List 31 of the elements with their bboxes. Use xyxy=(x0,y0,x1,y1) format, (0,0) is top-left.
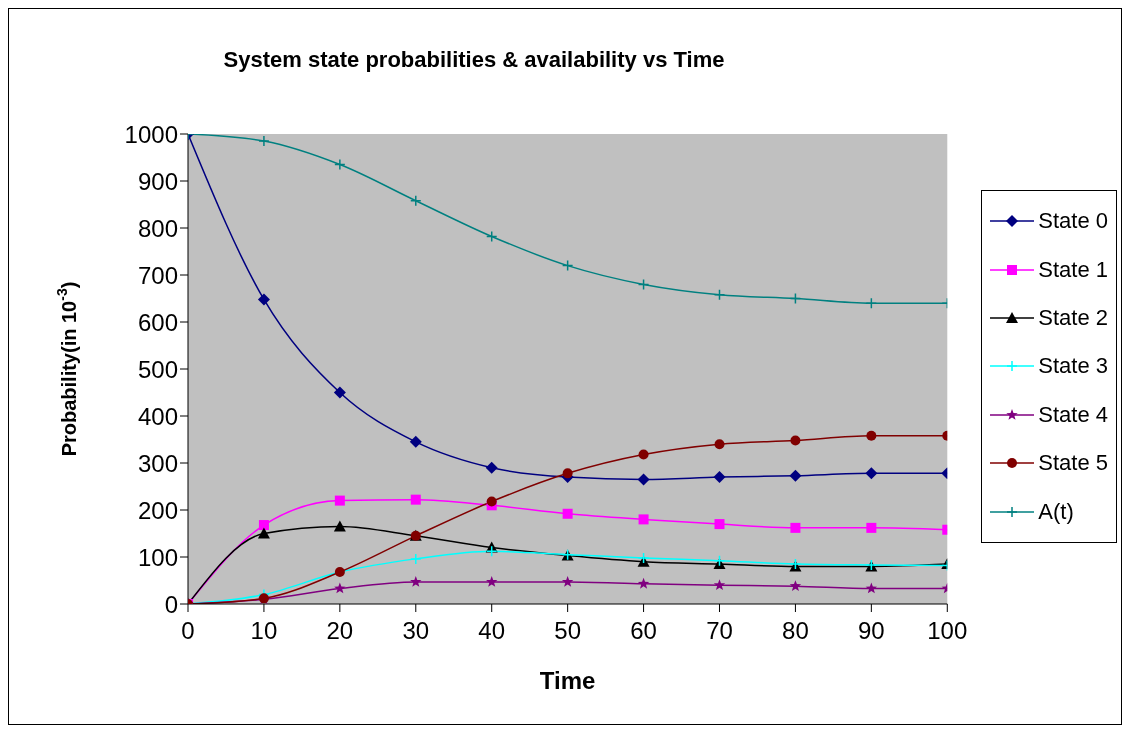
y-tick-label: 800 xyxy=(137,214,178,242)
x-tick-label: 20 xyxy=(326,617,354,645)
x-axis-title: Time xyxy=(539,667,596,694)
x-tick-label: 90 xyxy=(858,617,885,645)
x-tick-label: 40 xyxy=(478,617,506,645)
y-tick-label: 1000 xyxy=(124,120,178,148)
legend-label: State 5 xyxy=(1038,450,1108,477)
y-tick-label: 700 xyxy=(137,261,178,289)
legend-label: State 4 xyxy=(1038,401,1108,428)
y-tick-label: 400 xyxy=(137,402,178,430)
y-tick-label: 100 xyxy=(137,543,178,571)
legend-label: A(t) xyxy=(1038,498,1074,525)
chart-title: System state probabilities & availability vs Time xyxy=(222,47,726,73)
y-tick-label: 600 xyxy=(137,308,178,336)
x-tick-label: 80 xyxy=(782,617,809,645)
x-tick-label: 100 xyxy=(927,617,968,645)
x-tick-label: 70 xyxy=(706,617,733,645)
x-tick-label: 30 xyxy=(402,617,430,645)
y-tick-label: 500 xyxy=(137,355,178,383)
legend-label: State 2 xyxy=(1038,305,1108,332)
y-tick-label: 0 xyxy=(164,590,178,618)
x-tick-label: 50 xyxy=(554,617,581,645)
x-tick-label: 60 xyxy=(630,617,657,645)
legend-label: State 1 xyxy=(1038,256,1108,283)
x-tick-label: 0 xyxy=(181,617,195,645)
legend-label: State 0 xyxy=(1038,208,1108,235)
y-tick-label: 300 xyxy=(137,449,178,477)
x-tick-label: 10 xyxy=(250,617,278,645)
legend-label: State 3 xyxy=(1038,353,1108,380)
y-tick-label: 200 xyxy=(137,496,178,524)
y-tick-label: 900 xyxy=(137,167,178,195)
